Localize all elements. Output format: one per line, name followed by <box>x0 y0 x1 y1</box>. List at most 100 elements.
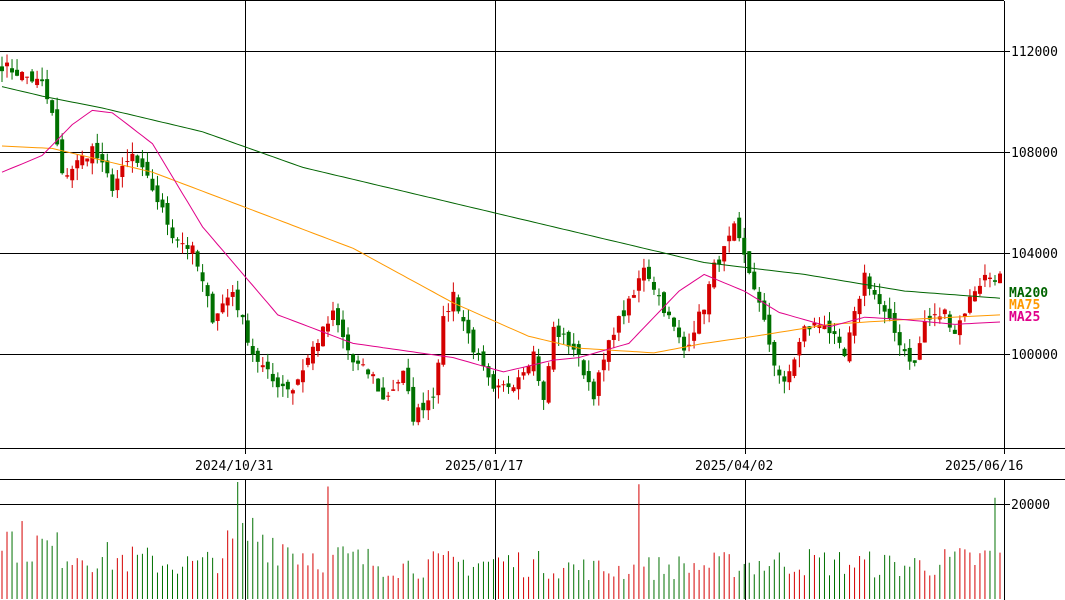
candle-body <box>737 217 742 239</box>
legend-ma25: MA25 <box>1009 310 1040 325</box>
date-label: 2024/10/31 <box>195 459 273 474</box>
candle-body <box>797 341 802 356</box>
candle-body <box>857 298 862 315</box>
candle-body <box>536 356 541 382</box>
candle-body <box>90 146 95 164</box>
candle-body <box>416 407 421 423</box>
candle-body <box>135 155 140 163</box>
volume-bars <box>1 482 1001 599</box>
candle-body <box>341 319 346 338</box>
candle-body <box>722 246 727 262</box>
candle-body <box>381 387 386 400</box>
candle-body <box>476 352 481 355</box>
candle-body <box>150 178 155 191</box>
candle-body <box>466 319 471 334</box>
candle-body <box>501 384 506 386</box>
candle-body <box>541 381 546 400</box>
candle-body <box>325 323 330 332</box>
candle-body <box>35 78 40 86</box>
candle-body <box>461 317 466 322</box>
candle-body <box>661 292 666 314</box>
candle-body <box>180 243 185 245</box>
candle-body <box>672 317 677 327</box>
candle-body <box>40 79 45 82</box>
ma-legend: MA200 MA75 MA25 <box>1009 286 1048 325</box>
candle-body <box>175 239 180 241</box>
candle-body <box>376 378 381 392</box>
ma-line-ma25 <box>1 109 1001 373</box>
candle-body <box>767 314 772 345</box>
candle-body <box>260 365 265 368</box>
candle-body <box>546 366 551 403</box>
candle-body <box>687 344 692 346</box>
candle-body <box>802 326 807 342</box>
candle-body <box>561 333 566 335</box>
candle-body <box>656 295 661 297</box>
ma-line-ma200 <box>1 86 1001 299</box>
candle-body <box>631 295 636 298</box>
candle-body <box>596 372 601 396</box>
candle-body <box>727 235 732 242</box>
y-tick-label: 108000 <box>1011 146 1058 161</box>
candle-body <box>551 326 556 370</box>
candle-body <box>471 329 476 353</box>
candle-body <box>391 389 396 391</box>
candle-body <box>290 390 295 394</box>
candle-body <box>330 310 335 321</box>
candle-body <box>812 322 817 326</box>
candle-body <box>240 314 245 318</box>
candle-body <box>566 331 571 347</box>
date-label: 2025/01/17 <box>445 459 523 474</box>
candle-body <box>616 316 621 333</box>
candle-body <box>847 332 852 362</box>
volume-grid: 20000 <box>0 479 1065 600</box>
candle-body <box>346 334 351 351</box>
candle-body <box>852 311 857 336</box>
candle-body <box>922 321 927 343</box>
candle-body <box>421 402 426 411</box>
candle-body <box>752 271 757 290</box>
candle-body <box>366 369 371 375</box>
candle-body <box>310 346 315 364</box>
candle-body <box>496 385 501 388</box>
candle-body <box>65 175 70 177</box>
candle-body <box>982 274 987 281</box>
candle-body <box>205 285 210 297</box>
candle-body <box>140 158 145 168</box>
candle-body <box>576 344 581 355</box>
candle-body <box>250 346 255 355</box>
y-tick-label: 104000 <box>1011 247 1058 262</box>
candle-body <box>5 62 10 67</box>
candle-body <box>336 308 341 326</box>
candle-body <box>757 291 762 303</box>
candle-body <box>70 168 75 181</box>
candle-body <box>75 160 80 169</box>
candle-body <box>110 174 115 191</box>
candle-body <box>707 284 712 315</box>
candle-body <box>170 227 175 239</box>
candle-body <box>822 325 827 330</box>
moving-average-lines <box>1 86 1001 373</box>
candle-body <box>892 312 897 333</box>
legend-ma75: MA75 <box>1009 298 1040 313</box>
candle-body <box>606 340 611 362</box>
candle-body <box>285 381 290 390</box>
candle-body <box>356 360 361 364</box>
candle-body <box>646 266 651 279</box>
candle-body <box>446 311 451 313</box>
candle-body <box>426 400 431 411</box>
candle-body <box>185 245 190 249</box>
candle-body <box>932 314 937 316</box>
candle-body <box>977 285 982 294</box>
candle-body <box>777 369 782 376</box>
candle-body <box>992 280 997 282</box>
candle-body <box>0 66 4 72</box>
candle-body <box>872 290 877 295</box>
candle-body <box>100 154 105 163</box>
candle-body <box>80 155 85 166</box>
volume-y-tick-label: 20000 <box>1011 498 1050 513</box>
candles <box>0 54 1002 426</box>
candle-body <box>877 294 882 305</box>
candle-body <box>436 362 441 396</box>
candle-body <box>907 347 912 362</box>
